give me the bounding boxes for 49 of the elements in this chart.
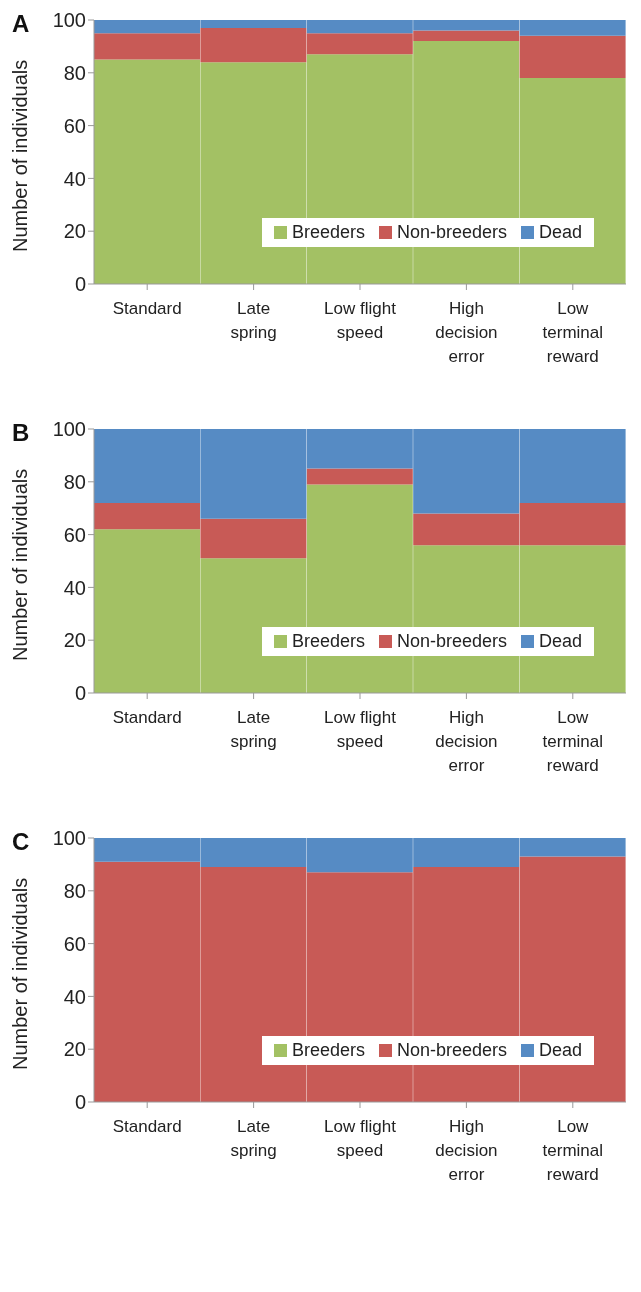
y-tick-label: 80	[63, 61, 86, 84]
x-tick-label: Low flight speed	[324, 708, 397, 751]
y-tick-label: 20	[63, 629, 86, 652]
x-tick-label: Late spring	[230, 1117, 277, 1160]
y-axis-title: Number of individuals	[9, 877, 32, 1070]
y-tick-label: 60	[63, 523, 86, 546]
chart-title: B	[12, 419, 30, 447]
x-tick-label: Low terminal reward	[542, 708, 604, 775]
y-axis-title: Number of individuals	[9, 468, 32, 661]
x-tick-label: Standard	[112, 299, 182, 318]
legend-label: Dead	[538, 222, 583, 243]
legend-label: Breeders	[290, 1040, 365, 1061]
legend-label: Breeders	[290, 631, 365, 652]
legend-label: Dead	[538, 1040, 583, 1061]
legend-label: Non-breeders	[395, 1040, 508, 1061]
x-tick-label: High decision error	[435, 1117, 498, 1184]
y-tick-label: 20	[63, 220, 86, 243]
y-tick-label: 60	[63, 932, 86, 955]
legend-label: Dead	[538, 631, 583, 652]
x-tick-label: High decision error	[435, 299, 498, 366]
y-tick-label: 100	[52, 418, 86, 441]
x-tick-label: Standard	[112, 708, 182, 727]
y-tick-label: 40	[63, 167, 86, 190]
y-tick-label: 60	[63, 114, 86, 137]
y-tick-label: 80	[63, 879, 86, 902]
y-tick-label: 0	[74, 1091, 86, 1114]
x-tick-label: High decision error	[435, 708, 498, 775]
y-tick-label: 40	[63, 576, 86, 599]
legend-label: Non-breeders	[395, 222, 508, 243]
y-tick-label: 40	[63, 985, 86, 1008]
legend-label: Non-breeders	[395, 631, 508, 652]
legend-label: Breeders	[290, 222, 365, 243]
bar	[306, 468, 413, 485]
x-tick-label: Standard	[112, 1117, 182, 1136]
chart-title: A	[12, 10, 30, 38]
y-tick-label: 0	[74, 682, 86, 705]
x-tick-label: Late spring	[230, 708, 277, 751]
x-tick-label: Late spring	[230, 299, 277, 342]
chart-title: C	[12, 828, 30, 856]
x-tick-label: Low flight speed	[324, 1117, 397, 1160]
x-tick-label: Low flight speed	[324, 299, 397, 342]
y-tick-label: 80	[63, 470, 86, 493]
y-tick-label: 0	[74, 273, 86, 296]
x-tick-label: Low terminal reward	[542, 299, 604, 366]
x-tick-label: Low terminal reward	[542, 1117, 604, 1184]
y-axis-title: Number of individuals	[9, 59, 32, 252]
y-tick-label: 20	[63, 1038, 86, 1061]
y-tick-label: 100	[52, 827, 86, 850]
y-tick-label: 100	[52, 9, 86, 32]
